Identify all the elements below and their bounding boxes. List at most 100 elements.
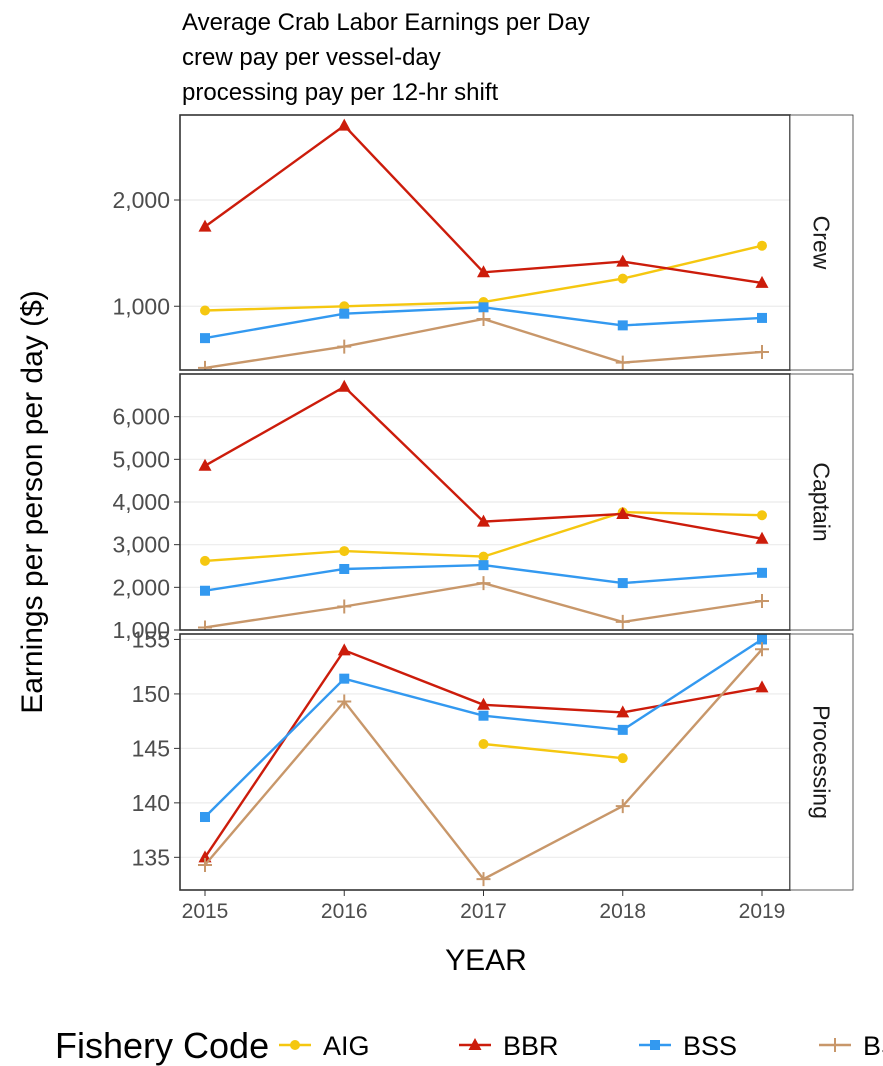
data-point — [200, 585, 210, 596]
data-point — [478, 560, 489, 571]
title-line-3: processing pay per 12-hr shift — [182, 79, 498, 106]
data-point — [757, 634, 767, 645]
panel-data — [198, 634, 769, 887]
series-bbr — [198, 643, 769, 863]
x-tick-label: 2019 — [739, 900, 786, 923]
y-tick-label: 135 — [132, 844, 170, 870]
data-point — [616, 705, 630, 718]
y-tick-label: 155 — [132, 626, 170, 652]
data-point — [200, 305, 210, 316]
y-tick-label: 140 — [132, 790, 170, 816]
data-point — [755, 680, 769, 693]
panel-data — [198, 379, 769, 630]
legend-entry-bs: BS — [819, 1031, 883, 1061]
data-point — [198, 620, 212, 630]
legend-entry-bss: BSS — [639, 1031, 737, 1061]
data-point — [477, 697, 490, 710]
title-line-1: Average Crab Labor Earnings per Day — [182, 9, 590, 36]
data-point — [339, 673, 350, 684]
data-point — [198, 458, 212, 471]
y-tick-label: 150 — [132, 681, 170, 707]
data-point — [200, 555, 210, 566]
strip-label: Captain — [809, 462, 835, 541]
data-point — [757, 567, 767, 578]
x-axis-title: YEAR — [445, 944, 527, 977]
y-tick-label: 1,000 — [112, 617, 170, 643]
legend-key-marker — [468, 1038, 482, 1050]
legend-label: BS — [863, 1031, 883, 1061]
data-point — [337, 118, 351, 131]
data-point — [477, 265, 490, 278]
data-point — [757, 312, 767, 323]
y-tick-label: 2,000 — [112, 574, 170, 600]
data-point — [339, 546, 350, 557]
legend-entry-bbr: BBR — [459, 1031, 559, 1061]
y-tick-label: 145 — [132, 735, 170, 761]
strip-label: Processing — [809, 705, 835, 819]
legend: Fishery Code AIG BBR BSS BS — [55, 1025, 883, 1066]
data-point — [337, 379, 351, 392]
panel-background — [180, 634, 790, 890]
series-bss — [200, 560, 767, 596]
y-tick-label: 6,000 — [112, 404, 170, 430]
data-point — [617, 273, 628, 284]
data-point — [337, 643, 351, 656]
panel-processing: 135 140 145 150 155 Processing — [132, 626, 854, 891]
strip-box — [789, 633, 854, 891]
data-point — [617, 578, 628, 589]
x-tick-label: 2015 — [182, 900, 229, 923]
series-bbr — [198, 379, 769, 544]
data-point — [755, 344, 769, 359]
series-aig — [200, 507, 767, 566]
data-point — [616, 506, 630, 519]
data-point — [337, 339, 352, 354]
data-point — [200, 333, 210, 344]
panel-captain: 1,000 2,000 3,000 4,000 5,000 6,000 Captain — [112, 373, 854, 643]
y-tick-label: 5,000 — [112, 446, 170, 472]
data-point — [617, 724, 628, 735]
x-tick-label: 2018 — [599, 900, 646, 923]
data-point — [477, 514, 490, 527]
data-point — [198, 360, 212, 370]
strip-label: Crew — [809, 216, 835, 270]
chart-title: Average Crab Labor Earnings per Day crew… — [182, 9, 590, 106]
legend-key-marker — [290, 1040, 300, 1050]
legend-key-marker — [650, 1040, 660, 1050]
data-point — [337, 694, 352, 709]
x-tick-label: 2017 — [460, 900, 507, 923]
y-tick-label: 2,000 — [112, 187, 170, 213]
data-point — [755, 531, 769, 544]
data-point — [337, 599, 352, 614]
data-point — [476, 576, 491, 591]
title-line-2: crew pay per vessel-day — [182, 44, 441, 71]
legend-label: BSS — [683, 1031, 737, 1061]
data-point — [616, 254, 630, 267]
series-bs — [198, 312, 769, 370]
series-bs — [198, 642, 769, 887]
series-aig — [478, 739, 628, 764]
data-point — [615, 614, 630, 629]
x-tick-label: 2016 — [321, 900, 368, 923]
data-point — [198, 219, 212, 232]
facet-panels: 1,000 2,000 Crew 1,000 2,000 3,000 4,000 5,000 6… — [112, 114, 854, 891]
legend-title: Fishery Code — [55, 1025, 269, 1066]
data-point — [617, 320, 628, 331]
legend-label: BBR — [503, 1031, 559, 1061]
series-bbr — [198, 118, 769, 288]
x-axis: 2015 2016 2017 2018 2019 — [182, 890, 786, 923]
legend-key-marker — [828, 1038, 842, 1052]
strip-box — [789, 114, 854, 371]
panel-background — [180, 115, 790, 370]
data-point — [757, 510, 767, 521]
data-point — [755, 593, 769, 608]
data-point — [478, 302, 489, 313]
y-axis-title: Earnings per person per day ($) — [16, 290, 49, 714]
y-tick-label: 4,000 — [112, 489, 170, 515]
y-tick-label: 1,000 — [112, 293, 170, 319]
data-point — [476, 312, 491, 326]
panel-crew: 1,000 2,000 Crew — [112, 114, 854, 371]
series-bss — [200, 634, 767, 823]
panel-data — [198, 118, 769, 370]
data-point — [476, 872, 491, 887]
